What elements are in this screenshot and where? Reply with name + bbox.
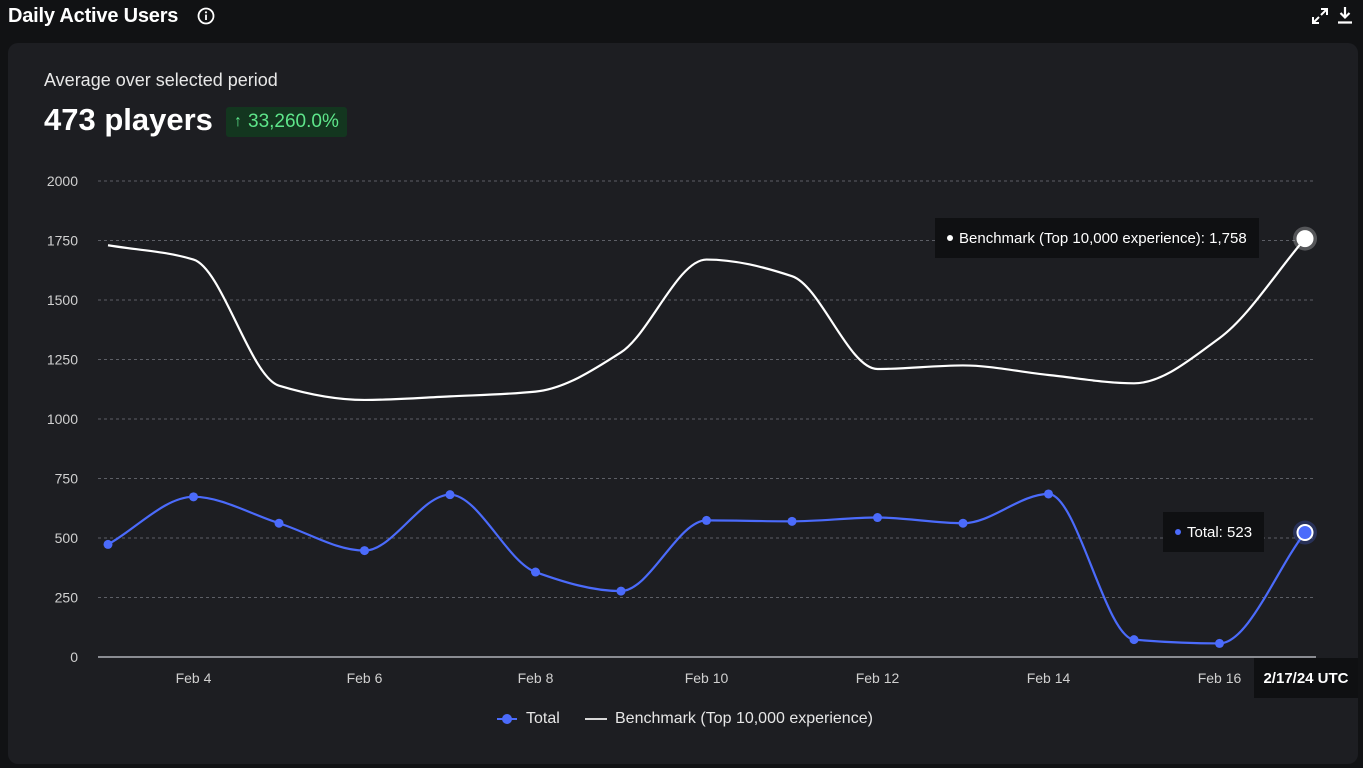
- summary-headline: 473 players: [44, 102, 213, 137]
- data-point-total: [787, 516, 797, 526]
- series-line-benchmark: [107, 237, 1306, 402]
- hover-point-total: [1296, 524, 1314, 542]
- hover-point-benchmark: [1296, 230, 1314, 248]
- x-tick-label: Feb 10: [685, 670, 729, 686]
- data-point-total: [103, 539, 113, 549]
- data-point-total: [958, 518, 968, 528]
- legend-total-label: Total: [526, 710, 560, 727]
- legend-benchmark-icon: [585, 718, 607, 720]
- data-point-total: [360, 546, 369, 556]
- x-tick-label: Feb 14: [1027, 670, 1071, 686]
- benchmark-tooltip: Benchmark (Top 10,000 experience): 1,758: [935, 218, 1259, 258]
- legend-total-icon: [497, 714, 517, 724]
- data-point-total: [1129, 635, 1139, 645]
- data-point-total: [702, 515, 711, 525]
- date-tooltip: 2/17/24 UTC: [1254, 658, 1358, 698]
- data-point-total: [531, 567, 540, 577]
- data-point-total: [873, 513, 882, 523]
- y-tick-label: 750: [55, 471, 79, 487]
- data-point-total: [1215, 638, 1224, 648]
- arrow-up-icon: ↑: [234, 113, 242, 130]
- data-point-total: [274, 518, 284, 528]
- y-tick-label: 2000: [47, 173, 78, 189]
- y-tick-label: 250: [55, 590, 79, 606]
- info-icon[interactable]: [196, 6, 216, 26]
- download-icon[interactable]: [1336, 5, 1354, 25]
- total-dot-icon: [1175, 529, 1181, 535]
- change-value: 33,260.0%: [248, 111, 339, 132]
- benchmark-dot-icon: [947, 235, 953, 241]
- x-tick-label: Feb 16: [1198, 670, 1242, 686]
- y-tick-label: 0: [70, 649, 78, 665]
- legend-item-total[interactable]: Total: [496, 710, 560, 728]
- y-tick-label: 500: [55, 530, 79, 546]
- benchmark-tooltip-text: Benchmark (Top 10,000 experience): 1,758: [959, 229, 1247, 247]
- expand-icon[interactable]: [1310, 6, 1330, 26]
- y-tick-label: 1500: [47, 292, 78, 308]
- x-tick-label: Feb 8: [518, 670, 554, 686]
- widget-title: Daily Active Users: [8, 5, 179, 27]
- legend-benchmark-label: Benchmark (Top 10,000 experience): [615, 710, 873, 727]
- top-bar: Daily Active Users: [0, 0, 1363, 36]
- data-point-total: [189, 492, 198, 502]
- data-point-total: [445, 490, 455, 500]
- total-tooltip: Total: 523: [1163, 512, 1265, 552]
- y-tick-label: 1250: [47, 352, 78, 368]
- summary-subtitle: Average over selected period: [44, 70, 278, 90]
- y-tick-label: 1750: [47, 233, 78, 249]
- data-point-total: [616, 586, 626, 596]
- legend-item-benchmark[interactable]: Benchmark (Top 10,000 experience): [585, 710, 873, 728]
- x-tick-label: Feb 12: [856, 670, 900, 686]
- change-badge: ↑ 33,260.0%: [226, 107, 347, 137]
- data-point-total: [1044, 489, 1053, 499]
- x-tick-label: Feb 6: [347, 670, 383, 686]
- chart-legend: Total Benchmark (Top 10,000 experience): [0, 710, 1363, 734]
- x-tick-label: Feb 4: [176, 670, 212, 686]
- total-tooltip-text: Total: 523: [1187, 523, 1253, 541]
- y-tick-label: 1000: [47, 411, 78, 427]
